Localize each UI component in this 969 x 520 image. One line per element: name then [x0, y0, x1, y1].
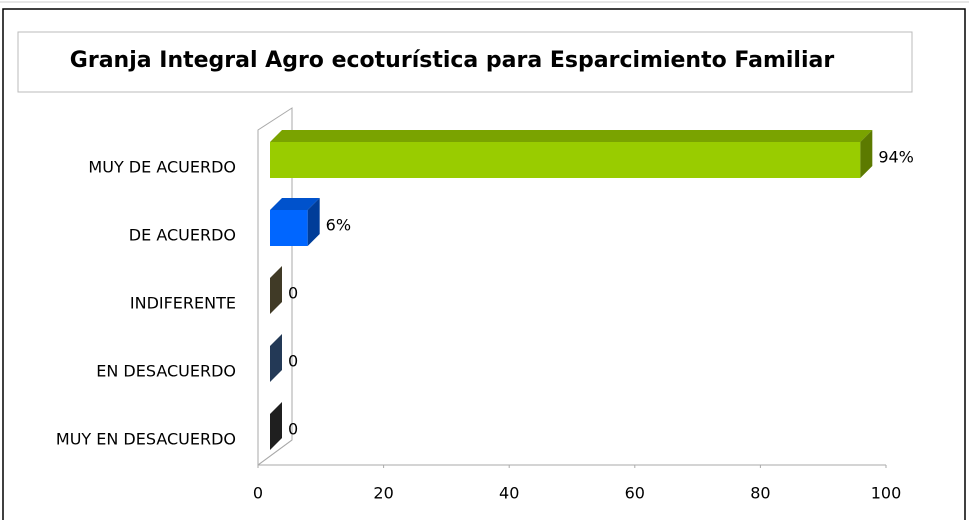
x-tick-label: 100: [871, 484, 902, 503]
x-tick-label: 60: [625, 484, 645, 503]
bar-top: [270, 130, 873, 142]
y-tick-label: DE ACUERDO: [129, 226, 236, 245]
frame: [2, 8, 966, 520]
value-label: 94%: [878, 148, 914, 167]
floor-edge: [257, 439, 293, 466]
title-box: [17, 31, 913, 93]
bar-side: [270, 402, 282, 450]
chart-title: Granja Integral Agro ecoturística para E…: [70, 48, 835, 73]
bar-side: [307, 198, 320, 246]
y-tick-label: INDIFERENTE: [130, 294, 236, 313]
x-tick-label: 80: [750, 484, 770, 503]
y-tick-label: MUY EN DESACUERDO: [56, 430, 236, 449]
x-tick-label: 20: [373, 484, 393, 503]
bar-side: [270, 266, 282, 314]
bar-side: [270, 334, 282, 382]
x-tick-label: 0: [253, 484, 263, 503]
value-label: 6%: [326, 216, 351, 235]
bar-side: [860, 130, 873, 178]
value-label: 0: [288, 352, 298, 371]
y-tick-label: MUY DE ACUERDO: [88, 158, 236, 177]
bar: [270, 210, 308, 246]
y-tick-label: EN DESACUERDO: [96, 362, 236, 381]
bar: [270, 142, 861, 178]
value-label: 0: [288, 284, 298, 303]
x-tick-label: 40: [499, 484, 519, 503]
value-label: 0: [288, 420, 298, 439]
bar-top: [270, 198, 320, 210]
